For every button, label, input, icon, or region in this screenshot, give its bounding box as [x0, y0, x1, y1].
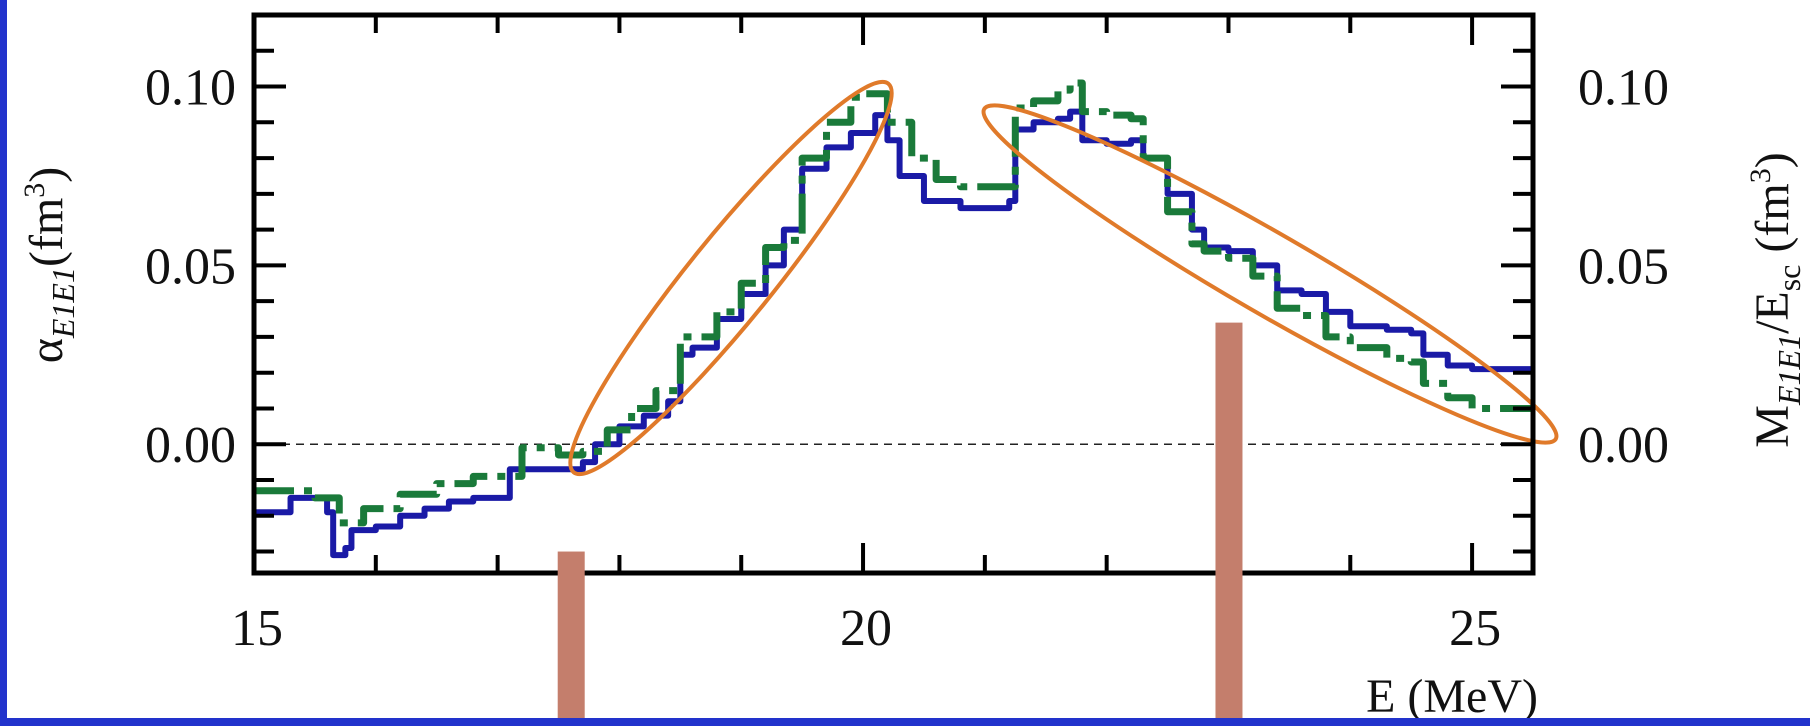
marker-bar-1 [557, 551, 585, 726]
y-tick-label-left: 0.05 [145, 238, 236, 295]
x-axis-title: E (MeV) [1366, 670, 1538, 723]
plot-area: 15 20 25 0.00 0.00 0.05 0.05 0.10 0.10 [145, 12, 1669, 726]
y-tick-label-right: 0.10 [1578, 60, 1669, 117]
slide-frame-bottom [0, 718, 1810, 726]
y-tick-label-left: 0.00 [145, 417, 236, 474]
plot-frame [251, 12, 1536, 576]
y-tick-label-left: 0.10 [145, 60, 236, 117]
marker-bar-2 [1215, 322, 1243, 726]
y-tick-label-right: 0.00 [1578, 417, 1669, 474]
series-line-solid [254, 108, 1533, 559]
x-tick-label: 25 [1449, 600, 1501, 657]
y-axis-title-left: αE1E1(fm3) [18, 167, 81, 364]
highlight-ellipse-2 [981, 103, 1559, 445]
y-tick-label-right: 0.05 [1578, 238, 1669, 295]
highlight-ellipse-1 [568, 79, 894, 477]
slide-frame-left [0, 0, 7, 726]
x-tick-label: 20 [840, 600, 892, 657]
series-line-dashdot [254, 79, 1533, 527]
x-tick-label: 15 [231, 600, 283, 657]
y-axis-title-right: ME1E1/Esc (fm3) [1744, 152, 1807, 447]
